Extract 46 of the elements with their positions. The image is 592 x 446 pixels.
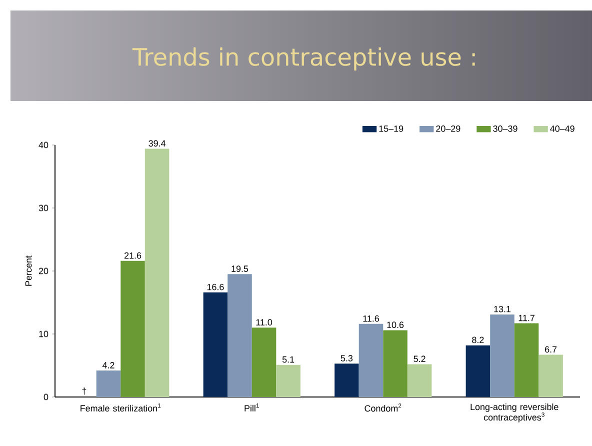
data-label: 5.3 bbox=[340, 355, 353, 362]
legend-label: 20–29 bbox=[436, 125, 460, 132]
legend-label: 15–19 bbox=[379, 125, 404, 132]
data-label: 5.1 bbox=[282, 356, 294, 363]
data-label: 5.2 bbox=[414, 356, 426, 362]
chart-title: Trends in contraceptive use : bbox=[132, 47, 475, 71]
legend-label: 30–39 bbox=[493, 125, 518, 132]
data-label: 11.6 bbox=[363, 315, 379, 322]
bar bbox=[96, 370, 121, 397]
data-label: 16.6 bbox=[207, 284, 224, 290]
bar bbox=[203, 292, 228, 397]
y-tick-label: 40 bbox=[38, 142, 48, 148]
bar bbox=[358, 324, 384, 397]
data-label: 6.7 bbox=[545, 346, 557, 353]
bar bbox=[514, 323, 539, 397]
bar bbox=[334, 364, 359, 397]
y-tick-label: 0 bbox=[44, 394, 48, 400]
bar bbox=[144, 148, 170, 397]
bar bbox=[407, 364, 432, 397]
data-label: 11.7 bbox=[518, 314, 534, 322]
bar bbox=[490, 314, 514, 397]
data-label: 39.4 bbox=[148, 140, 166, 147]
bar bbox=[383, 330, 408, 397]
x-tick-label: Condom$^{2}$ bbox=[364, 404, 402, 412]
y-tick-label: 20 bbox=[38, 268, 48, 274]
data-label: 11.0 bbox=[256, 319, 272, 326]
data-label: 4.2 bbox=[102, 362, 114, 368]
bar bbox=[538, 354, 563, 397]
data-label: 8.2 bbox=[472, 336, 484, 344]
data-label: 10.6 bbox=[387, 322, 404, 328]
y-axis-title: Percent bbox=[25, 256, 32, 286]
data-label: 19.5 bbox=[232, 266, 248, 272]
x-tick-label: Pill$^{1}$ bbox=[244, 404, 259, 412]
text: † bbox=[82, 388, 86, 395]
data-label: 13.1 bbox=[494, 306, 511, 312]
bar bbox=[120, 260, 145, 397]
y-tick-label: 10 bbox=[39, 330, 48, 338]
bar bbox=[228, 274, 252, 397]
y-tick-label: 30 bbox=[38, 204, 48, 212]
bar bbox=[276, 364, 300, 397]
bar bbox=[466, 345, 490, 397]
x-tick-label: Female sterilization$^{1}$ bbox=[80, 404, 161, 412]
x-tick-label: Long-acting reversible contraceptives$^{3}$ bbox=[470, 404, 558, 422]
data-label: 21.6 bbox=[124, 252, 142, 259]
legend-label: 40–49 bbox=[550, 125, 574, 132]
bar bbox=[252, 328, 276, 397]
